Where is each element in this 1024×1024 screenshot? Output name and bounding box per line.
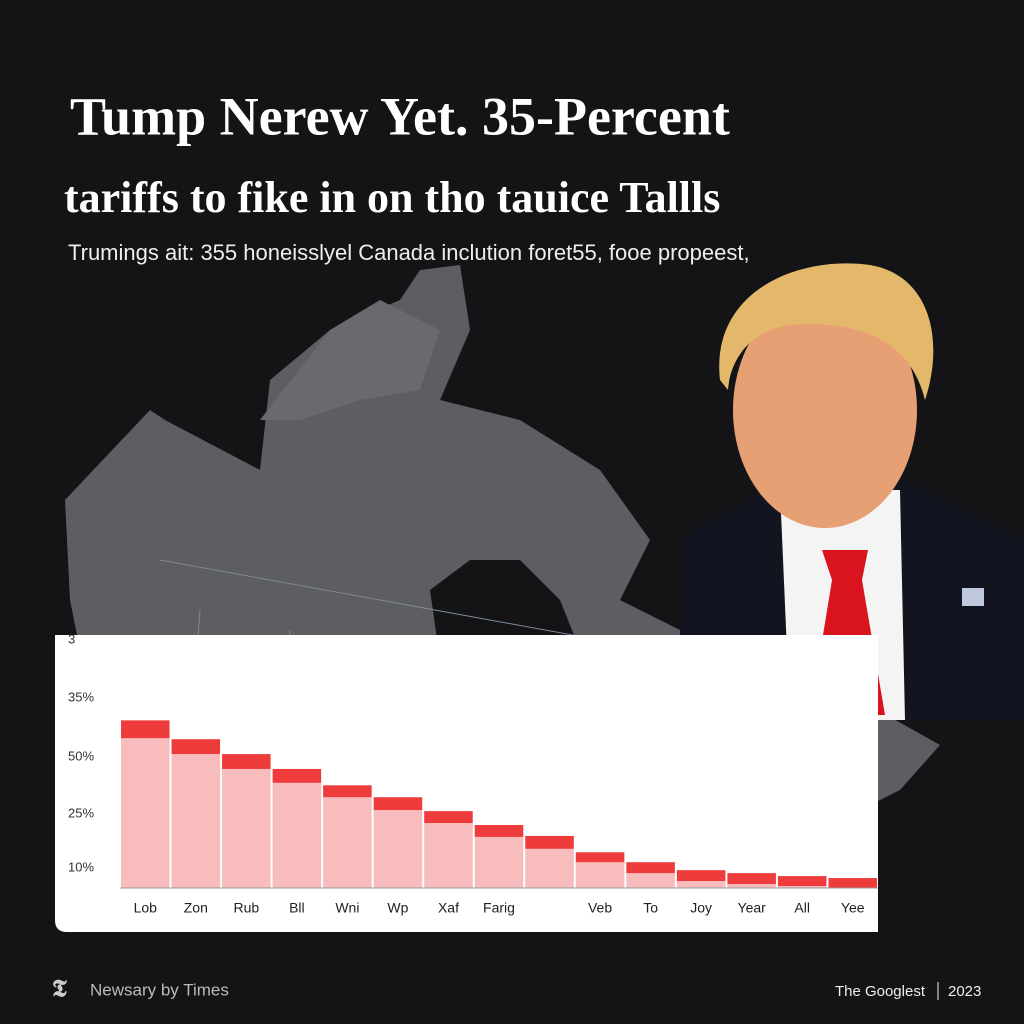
bar-segment [171, 739, 221, 755]
bar-segment [373, 810, 423, 888]
bar-segment [525, 848, 574, 888]
x-tick-label: To [643, 900, 658, 916]
x-tick-label: Xaf [438, 900, 459, 916]
bar-segment [272, 782, 322, 888]
bar-segment [222, 768, 271, 888]
credit: The Googlest [835, 983, 926, 1000]
source: Newsary by Times [90, 980, 229, 999]
y-axis-label: 10% [68, 859, 94, 874]
bar-segment [525, 835, 574, 849]
bar-segment [373, 797, 423, 811]
bar-segment [575, 852, 625, 863]
x-tick-label: Lob [134, 900, 158, 916]
bar-segment [676, 870, 726, 882]
title-line: tariffs to fike in on tho tauice Tallls [64, 173, 720, 222]
x-tick-label: Zon [184, 900, 208, 916]
x-tick-label: Wni [335, 900, 359, 916]
flag-pin [962, 588, 984, 606]
x-tick-label: Rub [233, 900, 259, 916]
x-tick-label: Farig [483, 900, 515, 916]
bar-segment [727, 873, 776, 885]
bar-segment [777, 876, 827, 887]
x-tick-label: Yee [841, 900, 865, 916]
bar-segment [575, 862, 625, 888]
logo: 𝕿 [52, 975, 67, 1002]
bar-segment [222, 754, 271, 769]
y-axis-label: 50% [68, 748, 94, 763]
bar-segment [777, 886, 827, 888]
x-tick-label: Wp [387, 900, 408, 916]
face [733, 292, 917, 528]
x-tick-label: Veb [588, 900, 612, 916]
map-islands [260, 300, 440, 420]
subtitle: Trumings ait: 355 honeisslyel Canada inc… [68, 240, 750, 265]
bar-segment [272, 768, 322, 783]
bar-segment [727, 884, 776, 888]
bar-segment [121, 738, 170, 888]
bar-segment [676, 881, 726, 888]
title-line: Tump Nerew Yet. 35-Percent [70, 86, 730, 146]
x-tick-label: Bll [289, 900, 305, 916]
bar-segment [121, 720, 170, 739]
bar-segment [626, 862, 675, 874]
bar-segment [424, 811, 473, 824]
x-tick-label: Year [738, 900, 767, 916]
plot: 3 35% 50% 25% 10% Lob Zon Rub Bll Wni Wp Xaf Farig Ve… [68, 631, 878, 916]
bar-segment [474, 836, 524, 888]
bar-segment [424, 823, 473, 888]
y-axis-label: 3 [68, 631, 75, 646]
bar-segment [323, 797, 372, 888]
y-axis-label: 25% [68, 805, 94, 820]
year: 2023 [948, 983, 981, 1000]
x-tick-label: Joy [690, 900, 712, 916]
bar-segment [474, 825, 524, 837]
bar-segment [828, 878, 877, 888]
x-tick-label: All [794, 900, 810, 916]
bar-segment [323, 785, 372, 798]
bar-segment [171, 754, 221, 888]
bar-segment [626, 873, 675, 888]
hair [719, 263, 934, 400]
y-axis-label: 35% [68, 689, 94, 704]
